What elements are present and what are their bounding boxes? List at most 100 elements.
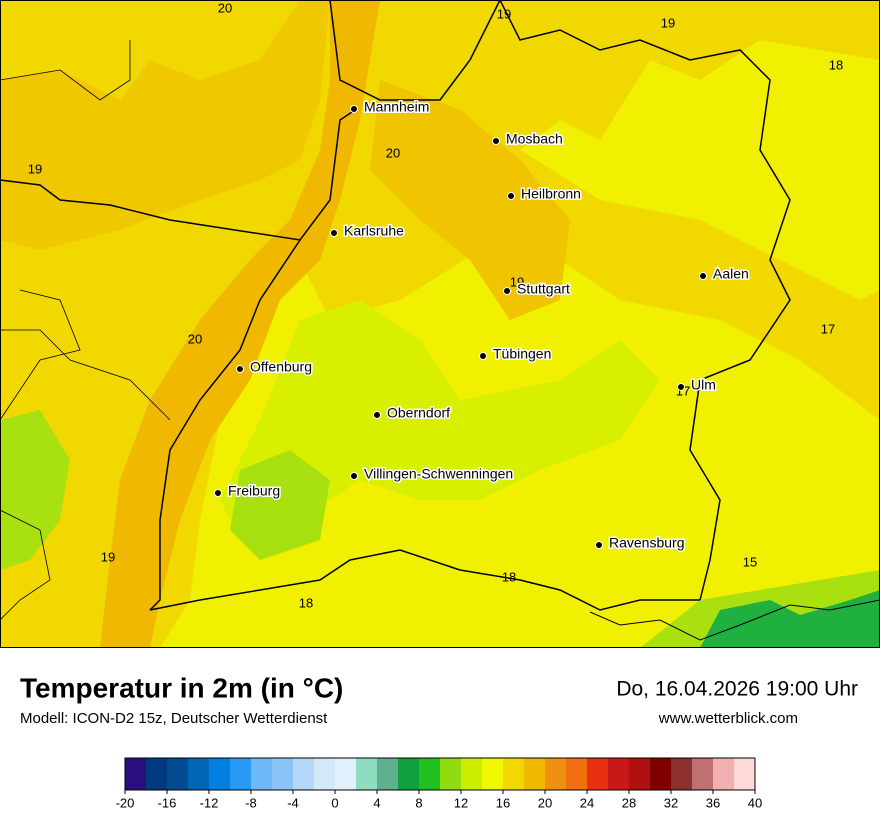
warm-area: [0, 0, 330, 250]
rhine-valley: [100, 0, 380, 648]
colorbar-tick-label: 12: [454, 795, 468, 810]
colorbar-swatch: [209, 758, 230, 790]
temperature-label: 19: [101, 549, 115, 564]
colorbar-tick-label: 24: [580, 795, 594, 810]
temperature-label: 18: [299, 595, 313, 610]
city-label: Mannheim: [364, 99, 429, 115]
city-label: Villingen-Schwenningen: [364, 466, 513, 482]
city-label: Stuttgart: [517, 281, 570, 297]
city-dot: [677, 383, 685, 391]
city-label: Karlsruhe: [344, 223, 404, 239]
subtitle: Modell: ICON-D2 15z, Deutscher Wetterdie…: [20, 710, 328, 727]
colorbar-tick-label: 0: [331, 795, 338, 810]
city-dot: [507, 192, 515, 200]
city-dot: [479, 352, 487, 360]
temperature-label: 19: [510, 274, 524, 289]
colorbar-swatch: [377, 758, 398, 790]
colorbar-tick-label: -8: [245, 795, 257, 810]
temperature-label: 19: [497, 6, 511, 21]
city-label: Oberndorf: [387, 405, 450, 421]
colorbar-swatch: [650, 758, 671, 790]
colorbar-swatch: [230, 758, 251, 790]
colorbar-frame: [124, 757, 756, 791]
colorbar-swatch: [587, 758, 608, 790]
colorbar-swatch: [293, 758, 314, 790]
colorbar-swatch: [713, 758, 734, 790]
colorbar-swatch: [692, 758, 713, 790]
colorbar-tick-label: -20: [116, 795, 135, 810]
city-label: Aalen: [713, 266, 749, 282]
colorbar-swatch: [482, 758, 503, 790]
cool-area: [0, 410, 70, 570]
colorbar-swatch: [608, 758, 629, 790]
city-dot: [373, 411, 381, 419]
colorbar-swatch: [440, 758, 461, 790]
map: 20 19191820191917201719181518MannheimMosb…: [0, 0, 880, 648]
city-label: Freiburg: [228, 483, 280, 499]
district-borders: [0, 40, 171, 621]
city-dot: [503, 287, 511, 295]
title: Temperatur in 2m (in °C): [20, 672, 343, 703]
footer: Temperatur in 2m (in °C) Modell: ICON-D2…: [20, 672, 858, 810]
colorbar-swatch: [524, 758, 545, 790]
colorbar-swatch: [167, 758, 188, 790]
colorbar-swatch: [356, 758, 377, 790]
colorbar-swatch: [629, 758, 650, 790]
city-dot: [595, 541, 603, 549]
city-label: Ravensburg: [609, 535, 685, 551]
temperature-label: 18: [829, 57, 843, 72]
colorbar-swatch: [314, 758, 335, 790]
colorbar-tick-label: 4: [373, 795, 380, 810]
colorbar-swatch: [398, 758, 419, 790]
colorbar-swatch: [146, 758, 167, 790]
colorbar-swatch: [272, 758, 293, 790]
temperature-label: 20: [386, 145, 400, 160]
colorbar-swatch: [335, 758, 356, 790]
city-dot: [214, 489, 222, 497]
city-label: Offenburg: [250, 359, 312, 375]
colorbar-tick-label: 32: [664, 795, 678, 810]
website: www.wetterblick.com: [658, 710, 798, 727]
warm-area: [370, 80, 570, 320]
city-label: Ulm: [691, 377, 716, 393]
city-label: Mosbach: [506, 131, 563, 147]
colorbar-swatch: [545, 758, 566, 790]
colorbar-tick-label: -12: [200, 795, 219, 810]
city-dot: [350, 472, 358, 480]
colorbar-tick-label: 20: [538, 795, 552, 810]
colorbar-swatch: [251, 758, 272, 790]
cold-area: [700, 590, 880, 648]
colorbar-swatch: [125, 758, 146, 790]
colorbar-swatch: [419, 758, 440, 790]
temperature-label: 18: [502, 569, 516, 584]
colorbar-tick-label: 8: [415, 795, 422, 810]
temperature-label: 15: [743, 554, 757, 569]
colorbar-swatch: [188, 758, 209, 790]
colorbar-tick-label: 28: [622, 795, 636, 810]
colorbar-swatch: [461, 758, 482, 790]
city-label: Heilbronn: [521, 186, 581, 202]
colorbar-swatch: [671, 758, 692, 790]
colorbar-tick-label: 40: [748, 795, 762, 810]
city-dot: [350, 105, 358, 113]
city-dot: [699, 272, 707, 280]
colorbar-tick-label: 16: [496, 795, 510, 810]
colorbar-tick-label: -16: [158, 795, 177, 810]
temperature-label: 19: [661, 15, 675, 30]
temperature-label: 20: [218, 0, 232, 15]
colorbar-tick-label: -4: [287, 795, 299, 810]
city-dot: [492, 137, 500, 145]
colorbar-tick-label: 36: [706, 795, 720, 810]
borders: [0, 0, 880, 641]
colorbar-swatch: [734, 758, 755, 790]
cool-area: [230, 450, 330, 560]
temperature-label: 17: [821, 321, 835, 336]
temperature-label: 19: [28, 161, 42, 176]
temperature-label: 20: [188, 331, 202, 346]
city-dot: [236, 365, 244, 373]
colorbar-swatch: [566, 758, 587, 790]
date: Do, 16.04.2026 19:00 Uhr: [616, 678, 858, 701]
city-label: Tübingen: [493, 346, 551, 362]
city-dot: [330, 229, 338, 237]
